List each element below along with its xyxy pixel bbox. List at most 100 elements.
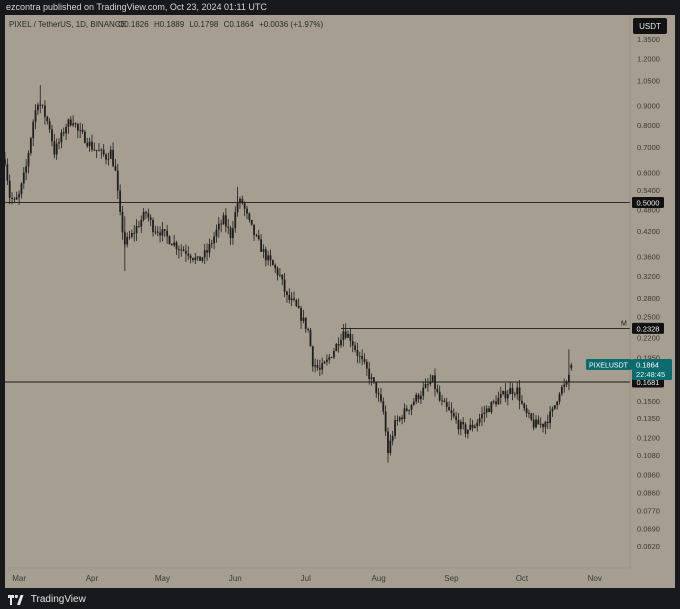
candle bbox=[563, 378, 566, 393]
open-label: O bbox=[118, 20, 124, 29]
candle bbox=[549, 405, 552, 429]
candle bbox=[394, 415, 396, 439]
candle bbox=[478, 413, 481, 427]
candle bbox=[551, 406, 554, 418]
price-tick-label: 0.7000 bbox=[637, 143, 660, 152]
publisher-line: ezcontra published on TradingView.com, O… bbox=[0, 0, 680, 15]
candle bbox=[100, 148, 103, 159]
candle bbox=[286, 290, 288, 303]
candle bbox=[537, 415, 540, 425]
candle bbox=[232, 220, 234, 245]
candle bbox=[253, 224, 255, 241]
candle bbox=[347, 330, 349, 338]
candle bbox=[243, 201, 246, 217]
price-tick-label: 0.0960 bbox=[637, 470, 660, 479]
candle bbox=[431, 375, 434, 383]
candle-layer bbox=[4, 85, 573, 463]
candle bbox=[462, 417, 465, 430]
candle bbox=[323, 360, 326, 364]
low-label: L bbox=[189, 20, 194, 29]
price-tick-label: 0.2500 bbox=[637, 313, 660, 322]
candle bbox=[497, 391, 500, 405]
candle bbox=[25, 159, 28, 181]
candle bbox=[361, 349, 364, 366]
price-tick-label: 0.3600 bbox=[637, 253, 660, 262]
candle bbox=[267, 250, 270, 266]
candle bbox=[154, 225, 157, 235]
candle bbox=[142, 208, 145, 222]
candle bbox=[471, 419, 474, 432]
candle bbox=[419, 390, 422, 405]
candle bbox=[365, 359, 368, 376]
candle bbox=[492, 399, 495, 405]
candle bbox=[86, 137, 89, 148]
candle bbox=[34, 104, 37, 130]
candle bbox=[105, 152, 107, 165]
candle bbox=[29, 136, 32, 156]
candle bbox=[474, 423, 476, 429]
candle bbox=[60, 129, 63, 149]
candle bbox=[217, 216, 220, 238]
candle bbox=[523, 402, 526, 412]
candle bbox=[408, 409, 411, 415]
candle bbox=[427, 377, 429, 392]
candle bbox=[288, 288, 291, 304]
close-value: 0.1864 bbox=[229, 20, 254, 29]
candle bbox=[107, 152, 110, 166]
candle bbox=[535, 415, 537, 429]
candle bbox=[194, 253, 197, 264]
candle bbox=[140, 215, 143, 234]
bar-countdown: 22:48:45 bbox=[636, 370, 665, 379]
last-price-symbol: PIXELUSDT bbox=[589, 362, 629, 369]
open-value: 0.1826 bbox=[124, 20, 149, 29]
candle bbox=[450, 402, 453, 421]
time-tick-label: Apr bbox=[86, 574, 99, 583]
currency-button[interactable]: USDT bbox=[633, 18, 667, 34]
candle bbox=[525, 404, 528, 418]
price-tick-label: 0.1350 bbox=[637, 414, 660, 423]
candle bbox=[8, 174, 11, 205]
candle bbox=[368, 361, 371, 385]
candle bbox=[192, 257, 194, 263]
candle bbox=[342, 324, 345, 347]
footer: TradingView bbox=[0, 590, 680, 609]
candle bbox=[81, 123, 84, 135]
time-axis[interactable]: Mar Apr May Jun Jul Aug Sep Oct Nov bbox=[5, 15, 631, 583]
price-tick-label: 0.4800 bbox=[637, 205, 660, 214]
candle bbox=[187, 246, 190, 260]
tradingview-brand: TradingView bbox=[30, 594, 86, 605]
candle bbox=[130, 229, 133, 239]
candle bbox=[170, 243, 173, 246]
high-label: H bbox=[154, 20, 160, 29]
level-marker: M bbox=[621, 320, 627, 327]
candle bbox=[293, 291, 295, 302]
candle bbox=[271, 259, 274, 266]
candle bbox=[401, 414, 403, 425]
price-chart[interactable]: M PIXEL / TetherUS, 1D, BINANCE O0.1826 … bbox=[4, 15, 675, 588]
price-axis[interactable]: 1.3500 1.2000 1.0500 0.9000 0.8000 0.7000 0.60… bbox=[637, 35, 660, 551]
candle bbox=[51, 125, 53, 147]
candle bbox=[455, 411, 458, 424]
candle bbox=[396, 415, 399, 426]
price-tick-label: 1.0500 bbox=[637, 76, 660, 85]
candle bbox=[481, 406, 483, 427]
candle bbox=[513, 391, 516, 398]
currency-button-label[interactable]: USDT bbox=[639, 22, 661, 31]
candle bbox=[377, 388, 380, 402]
candle bbox=[79, 122, 82, 138]
candle bbox=[241, 195, 244, 205]
candle bbox=[53, 133, 56, 159]
candle bbox=[116, 163, 119, 200]
candle bbox=[206, 243, 208, 261]
candle bbox=[314, 358, 317, 373]
candle bbox=[509, 381, 512, 395]
candle bbox=[126, 232, 129, 248]
candle bbox=[83, 129, 86, 144]
time-tick-label: Jun bbox=[229, 574, 242, 583]
candle bbox=[309, 327, 312, 347]
high-value: 0.1889 bbox=[160, 20, 185, 29]
candle bbox=[476, 419, 479, 432]
candle bbox=[441, 394, 443, 406]
candle bbox=[434, 368, 436, 397]
candle bbox=[340, 333, 342, 349]
